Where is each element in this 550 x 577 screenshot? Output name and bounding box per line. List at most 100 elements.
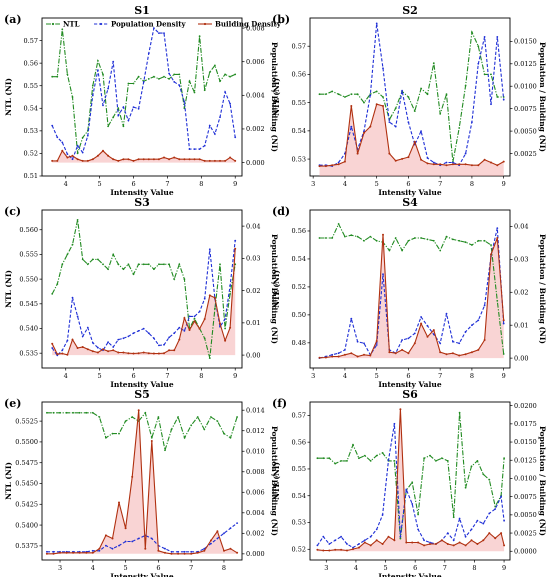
data-point-pop — [61, 349, 64, 352]
data-point-bld — [168, 158, 171, 161]
data-point-ntl — [193, 317, 196, 320]
data-point-pop — [477, 319, 480, 322]
data-point-bld — [163, 352, 165, 355]
data-point-bld — [164, 551, 166, 554]
data-point-pop — [164, 547, 166, 550]
data-point-pop — [470, 528, 473, 531]
plot-area — [45, 409, 239, 555]
data-point-bld — [173, 156, 176, 159]
panel-title: S5 — [134, 388, 150, 401]
x-tick-label: 8 — [199, 180, 203, 188]
data-point-ntl — [56, 283, 59, 285]
data-point-ntl — [142, 263, 145, 266]
x-tick-label: 4 — [343, 180, 347, 188]
data-point-bld — [470, 351, 473, 354]
x-tick-label: 5 — [98, 180, 102, 188]
data-point-pop — [381, 514, 384, 516]
data-point-pop — [81, 335, 84, 338]
y-right-tick-label: 0.0075 — [514, 105, 537, 113]
data-point-bld — [387, 535, 390, 538]
panel-label: (e) — [4, 397, 21, 410]
x-tick-label: 3 — [311, 372, 315, 380]
series-line-ntl — [52, 29, 236, 154]
data-point-bld — [61, 352, 64, 355]
data-point-ntl — [158, 263, 160, 266]
data-point-bld — [483, 339, 486, 341]
data-point-pop — [158, 32, 160, 34]
y-left-tick-label: 0.560 — [19, 226, 38, 234]
data-point-bld — [224, 339, 227, 342]
data-point-ntl — [86, 263, 89, 266]
x-tick-label: 6 — [413, 564, 417, 572]
panel-label: (d) — [272, 205, 290, 218]
data-point-ntl — [316, 457, 319, 460]
data-point-bld — [417, 541, 420, 544]
x-tick-label: 6 — [406, 372, 410, 380]
data-point-ntl — [72, 411, 74, 414]
data-point-ntl — [413, 237, 416, 239]
data-point-pop — [163, 32, 165, 34]
data-point-bld — [131, 475, 134, 478]
data-point-bld — [183, 158, 186, 161]
data-point-ntl — [393, 460, 396, 462]
data-point-ntl — [223, 432, 225, 435]
data-point-pop — [51, 124, 54, 127]
data-point-bld — [127, 352, 130, 355]
y-right-tick-label: 0.002 — [246, 530, 265, 538]
data-point-pop — [188, 315, 191, 318]
data-point-bld — [375, 539, 378, 542]
data-point-ntl — [394, 237, 397, 239]
data-point-ntl — [331, 90, 334, 93]
data-point-pop — [102, 104, 104, 107]
data-point-pop — [117, 338, 120, 341]
panel-s6: S6 (f) 3 4 5 6 7 8 9 0.52 0.53 0.54 0.55 0.56 0.57 0.00… — [272, 388, 547, 577]
data-point-ntl — [97, 258, 99, 261]
data-point-bld — [346, 549, 348, 552]
data-point-pop — [494, 508, 497, 510]
data-point-ntl — [445, 235, 448, 238]
x-tick-label: 9 — [233, 372, 237, 380]
data-point-ntl — [496, 300, 499, 302]
data-point-ntl — [496, 96, 499, 98]
x-tick-label: 3 — [58, 564, 62, 572]
data-point-bld — [178, 338, 181, 341]
data-point-bld — [51, 159, 54, 162]
data-point-bld — [107, 350, 110, 353]
data-point-bld — [322, 549, 325, 552]
data-point-pop — [112, 346, 115, 348]
data-point-pop — [132, 106, 135, 108]
data-point-ntl — [503, 457, 505, 460]
data-point-pop — [432, 333, 435, 336]
data-point-ntl — [193, 91, 196, 94]
series-line-ntl — [317, 412, 505, 539]
data-point-bld — [178, 158, 181, 161]
data-point-ntl — [122, 125, 125, 128]
data-point-bld — [209, 539, 212, 542]
y-right-tick-label: 0.04 — [514, 223, 528, 231]
legend: NTL Population Density Building Density — [46, 19, 282, 28]
data-point-ntl — [51, 75, 54, 78]
data-point-bld — [224, 159, 227, 162]
data-point-ntl — [234, 73, 237, 76]
data-point-bld — [502, 319, 505, 322]
series-line-ntl — [46, 411, 238, 451]
data-point-pop — [426, 157, 429, 159]
y-right-tick-label: 0.04 — [246, 222, 260, 230]
data-point-pop — [358, 543, 360, 545]
data-point-bld — [388, 152, 391, 155]
data-point-ntl — [168, 78, 171, 80]
x-tick-label: 4 — [343, 372, 347, 380]
data-point-bld — [66, 156, 69, 159]
legend-marker-bld — [203, 22, 207, 26]
data-point-bld — [102, 348, 104, 351]
y-left-tick-label: 0.53 — [292, 519, 306, 527]
data-point-bld — [401, 348, 404, 351]
y-right-tick-label: 0.0175 — [514, 420, 537, 428]
data-point-ntl — [178, 73, 181, 76]
data-point-bld — [401, 157, 404, 160]
data-point-bld — [363, 541, 366, 544]
data-point-ntl — [137, 263, 140, 266]
data-point-ntl — [407, 96, 410, 98]
data-point-pop — [452, 340, 454, 343]
data-point-pop — [350, 317, 353, 320]
